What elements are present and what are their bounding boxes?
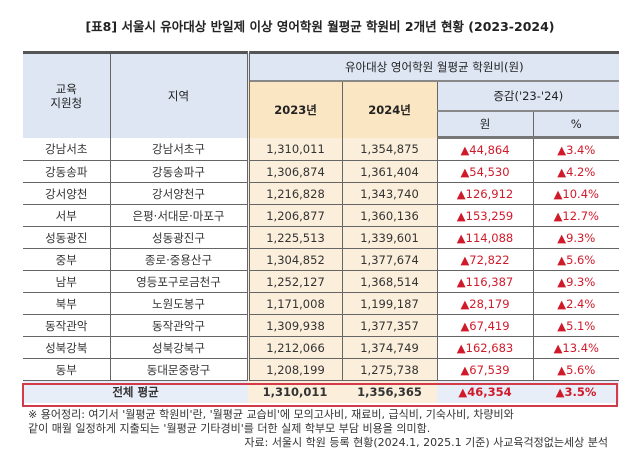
table-row: 강남서초 강남서초구 1,310,011 1,354,875 ▲44,864 ▲3.4% [23,137,620,161]
cell-pct: ▲3.4% [532,137,620,161]
total-row: 전체 평균 1,310,011 1,356,365 ▲46,354 ▲3.5% [23,380,620,403]
cell-won: ▲126,912 [436,182,533,205]
cell-won: ▲116,387 [436,270,533,293]
cell-y2023: 1,171,008 [246,292,342,315]
cell-won: ▲54,530 [436,160,533,183]
cell-y2023: 1,225,513 [246,226,342,249]
cell-won: ▲162,683 [436,336,533,359]
cell-office: 강남서초 [23,137,110,161]
header-pct: % [532,110,620,139]
cell-region: 강서양천구 [109,182,248,205]
table-row: 동부 동대문중랑구 1,208,199 1,275,738 ▲67,539 ▲5.6% [23,358,620,381]
note-line-1: ※ 용어정리: 여기서 '월평균 학원비'란, '월평균 교습비'에 모의고사비… [28,408,514,421]
cell-y2024: 1,343,740 [341,182,437,205]
cell-y2023: 1,208,199 [246,358,342,381]
cell-region: 성북강북구 [109,336,248,359]
table-row: 성북강북 성북강북구 1,212,066 1,374,749 ▲162,683 ▲13.4… [23,336,620,359]
cell-pct: ▲5.1% [532,314,620,337]
total-won: ▲46,354 [437,380,533,403]
header-region: 지역 [109,51,248,138]
table-row: 강동송파 강동송파구 1,306,874 1,361,404 ▲54,530 ▲4.2% [23,160,620,183]
cell-won: ▲67,539 [436,358,533,381]
total-y2023: 1,310,011 [248,380,342,403]
table-row: 성동광진 성동광진구 1,225,513 1,339,601 ▲114,088 ▲9.3% [23,226,620,249]
table-row: 중부 종로·중용산구 1,304,852 1,377,674 ▲72,822 ▲5.6% [23,248,620,271]
cell-office: 북부 [23,292,110,315]
cell-won: ▲153,259 [436,204,533,227]
cell-office: 서부 [23,204,110,227]
cell-office: 중부 [23,248,110,271]
table-row: 서부 은평·서대문·마포구 1,206,877 1,360,136 ▲153,259 ▲1… [23,204,620,227]
cell-y2023: 1,309,938 [246,314,342,337]
total-pct: ▲3.5% [533,380,620,403]
cell-y2023: 1,304,852 [246,248,342,271]
cell-y2024: 1,374,749 [341,336,437,359]
cell-office: 성동광진 [23,226,110,249]
total-label: 전체 평균 [23,380,248,403]
notes: ※ 용어정리: 여기서 '월평균 학원비'란, '월평균 교습비'에 모의고사비… [28,408,628,450]
source: 자료: 서울시 학원 등록 현황(2024.1, 2025.1 기준) 사교육걱… [244,436,608,449]
cell-pct: ▲10.4% [532,182,620,205]
cell-pct: ▲12.7% [532,204,620,227]
cell-won: ▲67,419 [436,314,533,337]
cell-pct: ▲9.3% [532,226,620,249]
cell-pct: ▲9.3% [532,270,620,293]
cell-y2023: 1,252,127 [246,270,342,293]
cell-y2024: 1,361,404 [341,160,437,183]
cell-y2023: 1,216,828 [246,182,342,205]
cell-pct: ▲13.4% [532,336,620,359]
table-row: 동작관악 동작관악구 1,309,938 1,377,357 ▲67,419 ▲5.1% [23,314,620,337]
cell-won: ▲114,088 [436,226,533,249]
header-2023: 2023년 [246,80,342,138]
cell-y2024: 1,368,514 [341,270,437,293]
cell-office: 동작관악 [23,314,110,337]
table-row: 북부 노원도봉구 1,171,008 1,199,187 ▲28,179 ▲2.4% [23,292,620,315]
cell-region: 노원도봉구 [109,292,248,315]
cell-y2024: 1,377,357 [341,314,437,337]
header-won: 원 [436,110,533,139]
header-office: 교육 지원청 [23,51,110,138]
cell-won: ▲28,179 [436,292,533,315]
cell-pct: ▲4.2% [532,160,620,183]
cell-region: 종로·중용산구 [109,248,248,271]
cell-y2024: 1,339,601 [341,226,437,249]
note-line-2: 같이 매월 일정하게 지출되는 '월평균 기타경비'를 더한 실제 학부모 부담… [28,422,431,435]
cell-region: 성동광진구 [109,226,248,249]
table-title: [표8] 서울시 유아대상 반일제 이상 영어학원 월평균 학원비 2개년 현황… [85,19,555,34]
header-2024: 2024년 [341,80,437,138]
cell-region: 영등포구로금천구 [109,270,248,293]
cell-region: 동작관악구 [109,314,248,337]
cell-won: ▲44,864 [436,137,533,161]
cell-y2024: 1,360,136 [341,204,437,227]
cell-y2024: 1,199,187 [341,292,437,315]
cell-region: 강남서초구 [109,137,248,161]
table-row: 남부 영등포구로금천구 1,252,127 1,368,514 ▲116,387 ▲9.3… [23,270,620,293]
tuition-table: 교육 지원청 지역 유아대상 영어학원 월평균 학원비(원) 2023년 202… [23,51,620,403]
cell-y2023: 1,212,066 [246,336,342,359]
cell-y2024: 1,377,674 [341,248,437,271]
cell-y2024: 1,275,738 [341,358,437,381]
cell-pct: ▲5.6% [532,358,620,381]
cell-region: 은평·서대문·마포구 [109,204,248,227]
cell-y2024: 1,354,875 [341,137,437,161]
cell-pct: ▲2.4% [532,292,620,315]
cell-office: 남부 [23,270,110,293]
header-change: 증감('23-'24) [436,80,620,112]
cell-region: 동대문중랑구 [109,358,248,381]
table-row: 강서양천 강서양천구 1,216,828 1,343,740 ▲126,912 ▲10.4… [23,182,620,205]
header-group: 유아대상 영어학원 월평균 학원비(원) [246,51,620,82]
cell-y2023: 1,306,874 [246,160,342,183]
cell-region: 강동송파구 [109,160,248,183]
cell-office: 성북강북 [23,336,110,359]
cell-won: ▲72,822 [436,248,533,271]
cell-office: 동부 [23,358,110,381]
cell-office: 강서양천 [23,182,110,205]
cell-y2023: 1,310,011 [246,137,342,161]
total-y2024: 1,356,365 [342,380,437,403]
cell-office: 강동송파 [23,160,110,183]
cell-pct: ▲5.6% [532,248,620,271]
cell-y2023: 1,206,877 [246,204,342,227]
